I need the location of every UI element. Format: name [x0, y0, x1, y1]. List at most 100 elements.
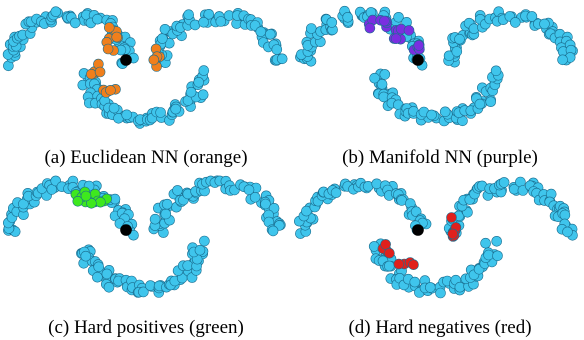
panel-euclidean-nn — [2, 6, 288, 129]
data-point — [92, 13, 103, 25]
data-point — [183, 9, 194, 20]
hard-negative-point — [393, 258, 405, 270]
manifold-nn-point — [364, 22, 376, 34]
data-point — [342, 11, 354, 23]
data-point — [426, 109, 437, 121]
data-point — [197, 89, 209, 100]
data-point — [155, 107, 166, 118]
data-point — [557, 54, 568, 66]
data-point — [271, 44, 283, 55]
data-point — [451, 46, 463, 57]
data-point — [326, 17, 338, 28]
data-point — [454, 33, 465, 45]
data-point — [539, 18, 550, 30]
data-point — [108, 102, 120, 114]
data-point — [18, 198, 29, 210]
manifold-nn-point — [390, 33, 402, 45]
data-point — [474, 98, 486, 110]
data-point — [490, 65, 502, 77]
data-point — [170, 103, 181, 115]
data-point — [172, 185, 183, 196]
hard-positive-point — [86, 197, 97, 209]
data-point — [203, 9, 215, 20]
data-point — [439, 106, 451, 118]
data-point — [199, 235, 210, 247]
query-point — [120, 54, 132, 66]
data-point — [409, 276, 421, 288]
data-point — [379, 69, 391, 80]
euclidean-nn-point — [105, 85, 116, 96]
manifold-nn-point — [403, 25, 415, 36]
data-point — [185, 86, 197, 98]
euclidean-nn-point — [104, 22, 115, 33]
data-point — [161, 198, 173, 210]
data-point — [92, 271, 103, 283]
data-point — [193, 77, 204, 88]
data-point — [485, 96, 496, 107]
caption-c: (c) Hard positives (green) — [48, 317, 244, 338]
data-point — [93, 261, 104, 273]
data-point — [255, 26, 267, 38]
data-point — [276, 53, 288, 65]
data-point — [160, 208, 172, 220]
data-point — [305, 23, 317, 34]
euclidean-nn-point — [94, 66, 106, 78]
data-point — [492, 250, 503, 262]
euclidean-nn-point — [111, 31, 122, 43]
data-point — [249, 191, 261, 203]
data-point — [80, 250, 92, 262]
data-point — [149, 213, 161, 225]
data-point — [393, 11, 404, 23]
data-point — [69, 17, 81, 29]
hard-negative-point — [408, 259, 419, 270]
data-point — [198, 16, 209, 28]
manifold-nn-point — [413, 40, 425, 51]
panel-hard-negatives — [294, 176, 578, 299]
data-point — [157, 33, 168, 44]
data-point — [384, 260, 395, 272]
data-point — [194, 244, 206, 256]
data-point — [330, 187, 342, 199]
hard-positive-point — [95, 196, 106, 208]
data-point — [435, 287, 446, 299]
query-point — [412, 54, 424, 66]
data-point — [264, 28, 276, 40]
query-point — [412, 224, 424, 236]
euclidean-nn-point — [86, 68, 97, 80]
data-point — [121, 109, 132, 121]
panel-hard-positives — [3, 175, 286, 298]
data-point — [376, 79, 388, 90]
query-point — [120, 224, 132, 236]
data-point — [562, 226, 573, 238]
data-point — [559, 209, 571, 221]
data-point — [243, 184, 255, 196]
data-point — [138, 286, 149, 298]
data-point — [267, 225, 279, 237]
data-point — [480, 237, 491, 249]
data-point — [526, 11, 538, 22]
data-point — [491, 236, 502, 247]
caption-d: (d) Hard negatives (red) — [348, 317, 531, 338]
data-point — [483, 249, 494, 261]
manifold-nn-point — [379, 15, 390, 27]
data-point — [182, 260, 193, 271]
data-point — [369, 72, 380, 84]
data-point — [425, 282, 436, 293]
data-point — [50, 6, 62, 17]
hard-negative-point — [384, 247, 395, 259]
euclidean-nn-point — [102, 43, 114, 55]
data-point — [301, 205, 312, 217]
data-point — [260, 198, 271, 210]
data-point — [103, 282, 115, 293]
hard-negative-point — [447, 228, 458, 240]
hard-positive-point — [80, 190, 92, 202]
caption-a: (a) Euclidean NN (orange) — [44, 147, 247, 168]
hard-negative-point — [380, 239, 391, 250]
data-point — [368, 241, 380, 252]
data-point — [198, 65, 210, 76]
caption-b: (b) Manifold NN (purple) — [342, 147, 538, 168]
hard-positive-point — [72, 195, 84, 207]
data-point — [498, 177, 510, 188]
data-point — [510, 17, 521, 28]
